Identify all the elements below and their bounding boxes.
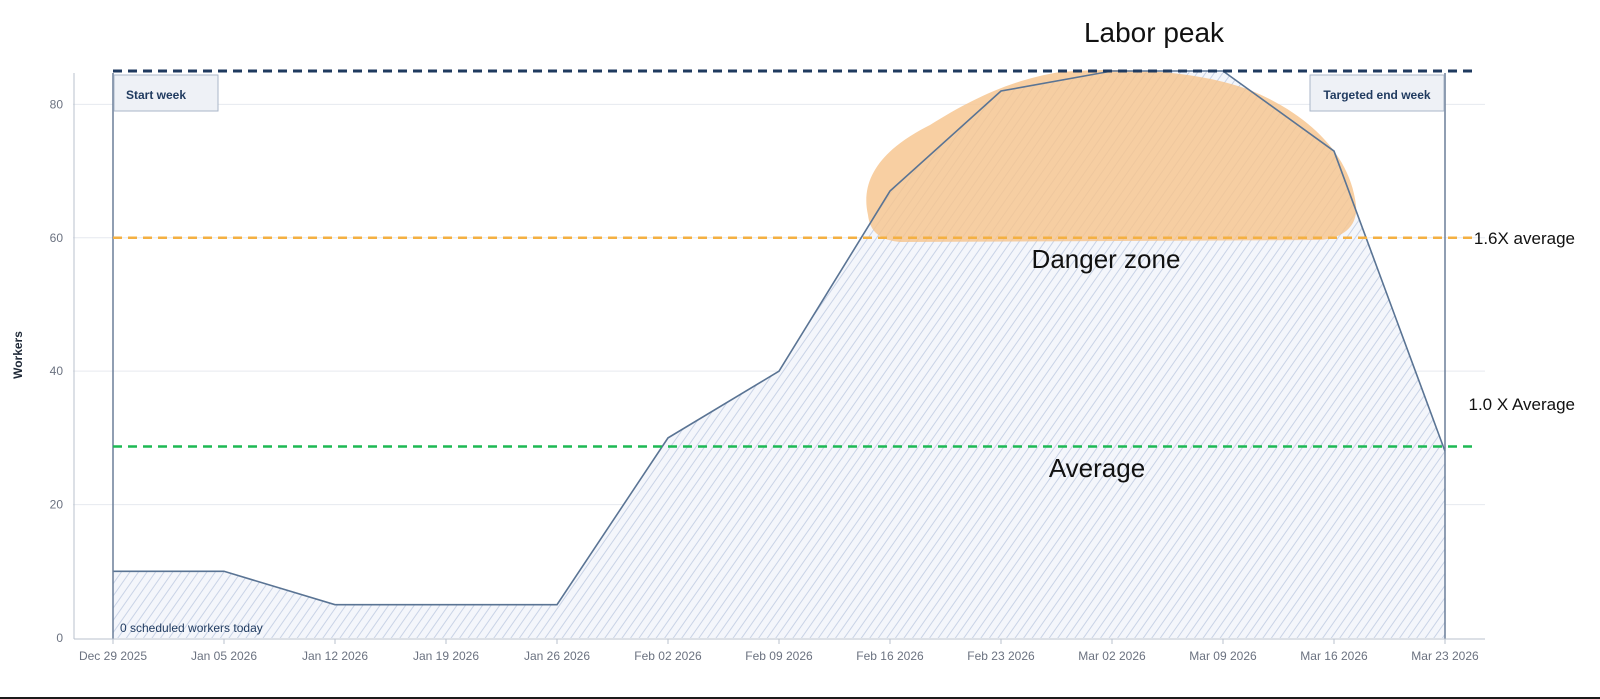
- y-axis-title: Workers: [11, 331, 25, 379]
- danger-zone-highlight: [866, 69, 1357, 242]
- y-tick-label: 60: [50, 231, 64, 245]
- x-tick-label: Jan 12 2026: [302, 649, 368, 663]
- x-tick-label: Dec 29 2025: [79, 649, 147, 663]
- end-week-box: [1309, 74, 1445, 112]
- x-tick-label: Feb 23 2026: [967, 649, 1035, 663]
- y-tick-label: 40: [50, 364, 64, 378]
- x-tick-label: Mar 09 2026: [1189, 649, 1257, 663]
- x-tick-label: Mar 02 2026: [1078, 649, 1146, 663]
- average-zone-label: Average: [1049, 453, 1145, 483]
- x-tick-label: Jan 26 2026: [524, 649, 590, 663]
- scheduled-today-label: 0 scheduled workers today: [120, 621, 263, 635]
- x-tick-label: Jan 05 2026: [191, 649, 257, 663]
- frame-bottom-border: [0, 697, 1600, 699]
- end-week-label: Targeted end week: [1323, 88, 1430, 102]
- x-tick-label: Jan 19 2026: [413, 649, 479, 663]
- x-tick-label: Mar 16 2026: [1300, 649, 1368, 663]
- start-week-label: Start week: [126, 88, 186, 102]
- danger-threshold-label: 1.6X average: [1474, 229, 1575, 248]
- y-tick-label: 20: [50, 498, 64, 512]
- x-tick-label: Feb 16 2026: [856, 649, 924, 663]
- x-tick-label: Mar 23 2026: [1411, 649, 1479, 663]
- start-week-box: [113, 74, 219, 112]
- chart-title: Labor peak: [1084, 17, 1225, 48]
- x-tick-label: Feb 02 2026: [634, 649, 702, 663]
- y-tick-label: 0: [56, 631, 63, 645]
- average-threshold-label: 1.0 X Average: [1469, 395, 1576, 414]
- danger-zone-label: Danger zone: [1032, 244, 1181, 274]
- y-tick-label: 80: [50, 97, 64, 111]
- x-tick-label: Feb 09 2026: [745, 649, 813, 663]
